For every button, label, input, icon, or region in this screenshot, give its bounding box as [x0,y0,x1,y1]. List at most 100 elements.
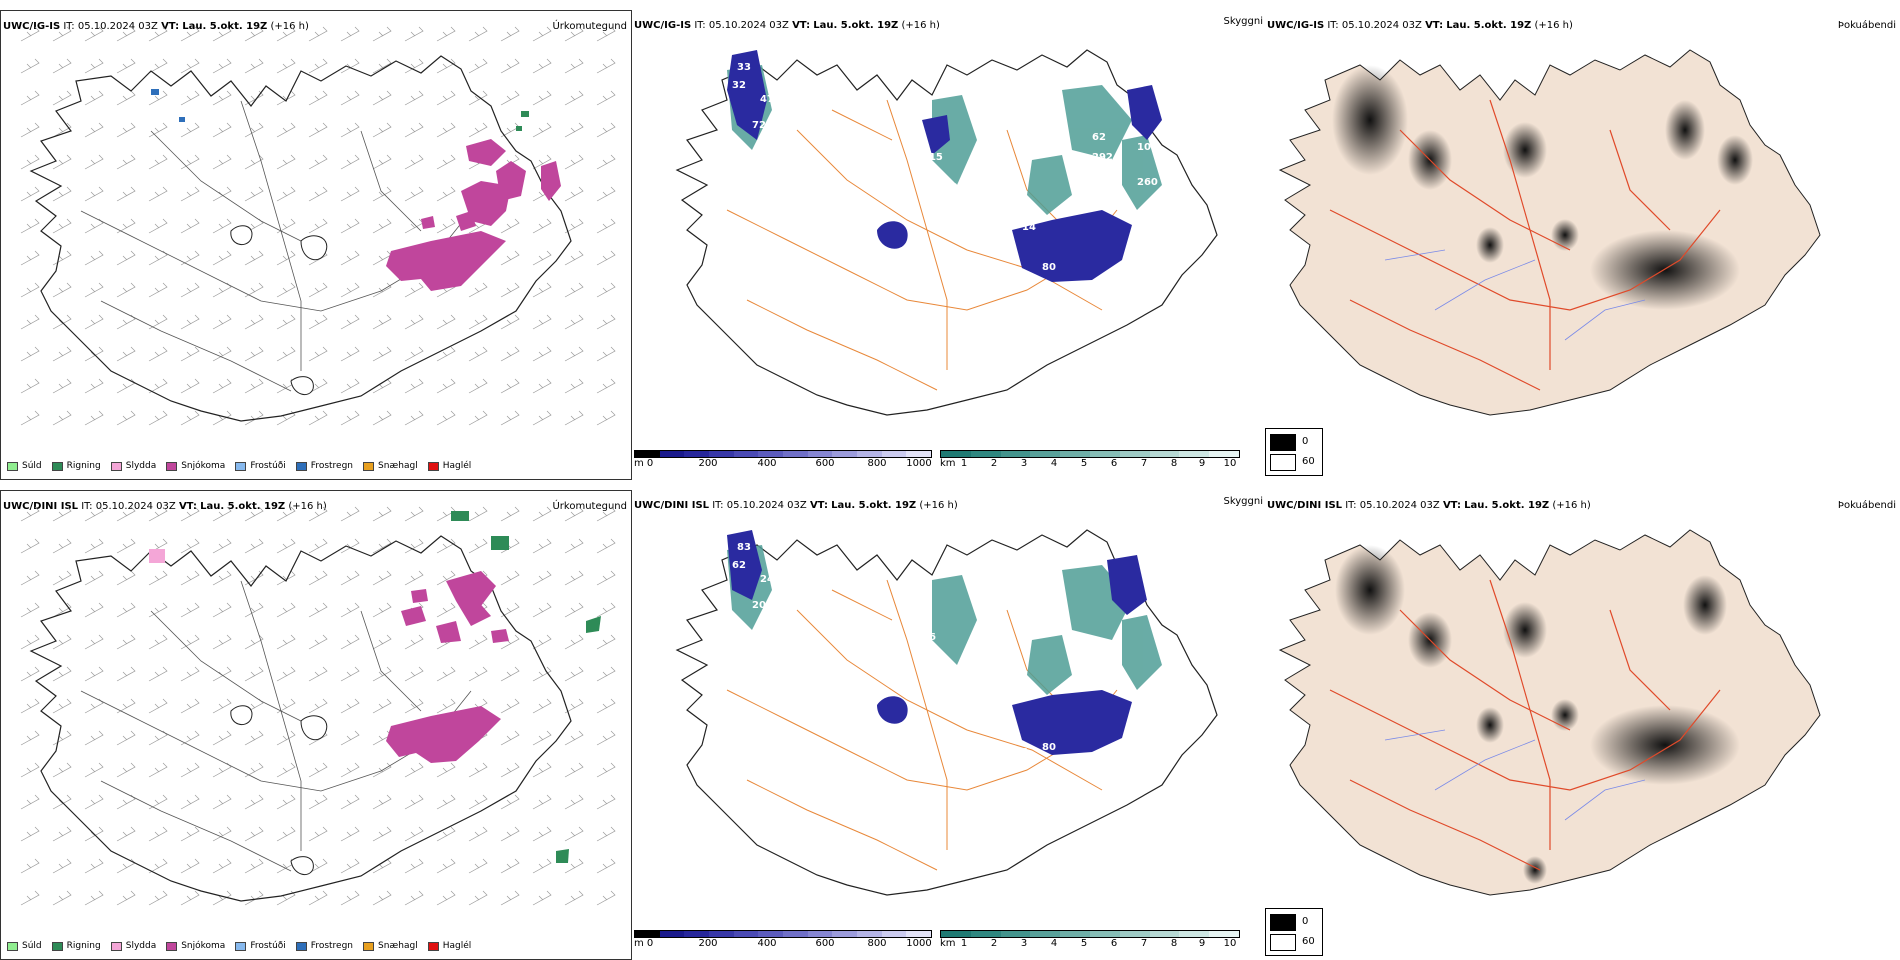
wind-barb [500,378,520,394]
wind-barb [436,794,456,810]
wind-barb [596,314,616,330]
ceiling-value-label: 41 [782,214,796,225]
wind-barb [500,570,520,586]
wind-barb [244,58,264,74]
wind-barb [564,410,584,426]
ceiling-areas [727,50,1162,282]
rivers [1384,729,1646,821]
visibility-tick: 7 [1140,458,1148,469]
wind-barb [564,762,584,778]
wind-barb [532,538,552,554]
it-label: IT: [63,21,75,32]
wind-barb [20,314,40,330]
wind-barb [212,378,232,394]
wind-barb [84,730,104,746]
wind-barb [180,858,200,874]
visibility-unit: km [940,938,956,949]
wind-barb [436,890,456,906]
wind-barb [308,218,328,234]
wind-barb [20,218,40,234]
ceiling-value-label: 14 [1082,762,1096,773]
legend-label: Slydda [125,461,157,471]
wind-barb [340,666,360,682]
wind-barb [372,602,392,618]
legend-label: Frostúði [250,941,286,951]
wind-barb [180,26,200,42]
wind-barb [372,794,392,810]
wind-barb [596,154,616,170]
panel-name: Þokuábendi [1837,500,1896,511]
panel-title: UWC/DINI ISL IT: 05.10.2024 03Z VT: Lau.… [3,501,327,512]
wind-barb [84,58,104,74]
wind-barb [532,890,552,906]
wind-barb [212,314,232,330]
wind-barb [404,90,424,106]
wind-barb [596,410,616,426]
visibility-tick: 7 [1140,938,1148,949]
wind-barb [404,218,424,234]
wind-barb [596,730,616,746]
panel-title: UWC/DINI ISL IT: 05.10.2024 03Z VT: Lau.… [634,500,958,511]
visibility-tick: 3 [1020,458,1028,469]
panel-name: Úrkomutegund [552,21,627,32]
wind-barb [180,154,200,170]
wind-barb [244,666,264,682]
wind-barb [596,698,616,714]
wind-barbs [20,506,616,906]
wind-barb [180,314,200,330]
wind-barb [276,506,296,522]
wind-barb [468,90,488,106]
wind-barb [532,762,552,778]
wind-barb [596,282,616,298]
wind-barb [148,346,168,362]
wind-barb [84,634,104,650]
wind-barb [596,90,616,106]
it-label: IT: [712,500,724,511]
wind-barb [404,314,424,330]
wind-barb [148,410,168,426]
wind-barb [276,794,296,810]
fog-label-low: 60 [1302,936,1315,947]
wind-barb [212,218,232,234]
legend-swatch [7,461,18,471]
wind-barb [596,378,616,394]
wind-barb [404,794,424,810]
ceiling-colorbar: m 0 200 400 600 800 1000 [634,450,932,470]
wind-barb [500,250,520,266]
wind-barb [308,762,328,778]
wind-barb [500,698,520,714]
ceiling-visibility-panel: UWC/DINI ISL IT: 05.10.2024 03Z VT: Lau.… [632,490,1265,960]
wind-barb [116,826,136,842]
wind-barb [436,58,456,74]
wind-barb [52,58,72,74]
wind-barb [212,826,232,842]
fog-swatch-high [1270,914,1296,931]
fog-label-high: 0 [1302,916,1309,927]
wind-barb [84,410,104,426]
wind-barb [564,26,584,42]
wind-barb [276,762,296,778]
wind-barb [436,90,456,106]
wind-barb [116,90,136,106]
legend-swatch [235,461,247,471]
wind-barb [20,858,40,874]
wind-barb [500,314,520,330]
wind-barb [340,410,360,426]
wind-barb [404,666,424,682]
wind-barb [308,282,328,298]
wind-barb [404,570,424,586]
legend-label: Haglél [442,941,472,951]
wind-barb [84,890,104,906]
wind-barb [532,154,552,170]
legend-label: Snjókoma [181,941,226,951]
wind-barb [532,794,552,810]
wind-barb [244,634,264,650]
wind-barb [340,218,360,234]
legend-label: Frostregn [310,461,354,471]
iceland-coastline [675,49,1218,416]
wind-barb [500,282,520,298]
fog-swatch-low [1270,454,1296,471]
wind-barb [532,602,552,618]
ceiling-value-label: 109 [1082,282,1103,293]
wind-barb [372,570,392,586]
